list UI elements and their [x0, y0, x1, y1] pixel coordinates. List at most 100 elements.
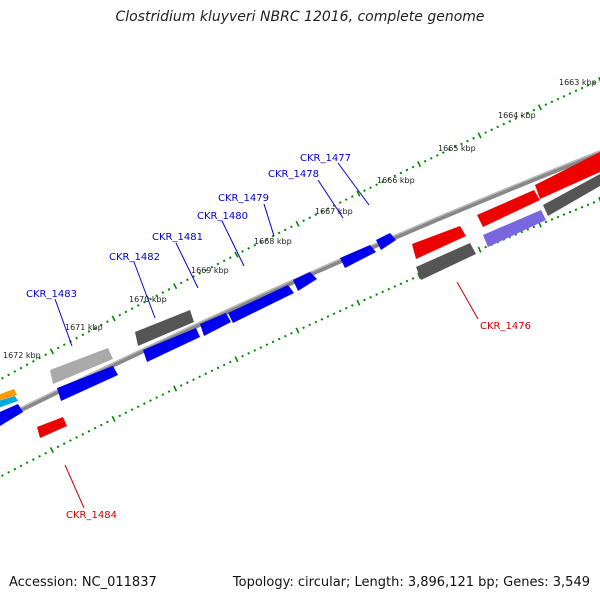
gene-label: CKR_1484: [66, 510, 117, 521]
gene-arrow[interactable]: [0, 404, 23, 426]
scale-minor-tick: [550, 100, 554, 104]
leader-line: [337, 162, 370, 206]
genome-summary-text: Topology: circular; Length: 3,896,121 bp…: [232, 575, 590, 590]
scale-minor-tick: [405, 279, 409, 283]
scale-minor-tick: [32, 458, 35, 461]
scale-minor-tick: [562, 95, 566, 98]
gene-grey[interactable]: [543, 174, 600, 216]
scale-minor-tick: [62, 442, 66, 446]
scale-minor-tick: [387, 177, 391, 181]
scale-minor-tick: [448, 148, 451, 152]
scale-minor-tick: [130, 307, 134, 311]
scale-minor-tick: [496, 125, 500, 129]
scale-major-tick: [417, 272, 422, 279]
scale-minor-tick: [381, 180, 385, 184]
gene-arrow[interactable]: [340, 245, 376, 268]
gene-grey[interactable]: [416, 243, 476, 280]
leader-line: [133, 261, 156, 319]
scale-minor-tick: [381, 290, 385, 294]
scale-major-tick: [295, 220, 300, 227]
kbp-label: 1668 kbp: [254, 237, 292, 246]
gene-cyan[interactable]: [0, 396, 18, 409]
scale-minor-tick: [369, 295, 372, 299]
scale-minor-tick: [143, 402, 146, 405]
scale-major-tick: [537, 104, 542, 111]
scale-minor-tick: [44, 451, 48, 455]
gene-label: CKR_1481: [152, 232, 203, 243]
scale-minor-tick: [326, 315, 330, 318]
leader-line: [456, 281, 479, 320]
kbp-label: 1663 kbp: [559, 78, 597, 87]
map-title: Clostridium kluyveri NBRC 12016, complet…: [115, 9, 485, 25]
scale-minor-tick: [161, 393, 165, 396]
gene-arrow[interactable]: [200, 313, 231, 336]
scale-minor-tick: [423, 159, 427, 163]
gene-label: CKR_1476: [480, 321, 531, 332]
scale-minor-tick: [192, 378, 195, 381]
scale-minor-tick: [592, 81, 596, 85]
scale-minor-tick: [290, 225, 293, 229]
scale-minor-tick: [460, 142, 463, 146]
gene-orange[interactable]: [0, 389, 17, 402]
gene-arrow[interactable]: [412, 226, 466, 259]
gene-label: CKR_1483: [26, 289, 77, 300]
gene-light[interactable]: [50, 348, 113, 384]
scale-minor-tick: [265, 237, 269, 241]
scale-minor-tick: [167, 287, 171, 291]
scale-minor-tick: [13, 467, 17, 471]
scale-minor-tick: [241, 354, 244, 358]
scale-minor-tick: [375, 183, 378, 187]
scale-minor-tick: [210, 369, 214, 373]
scale-minor-tick: [56, 445, 60, 449]
gene-label: CKR_1478: [268, 169, 319, 180]
scale-minor-tick: [332, 312, 336, 316]
scale-minor-tick: [344, 198, 348, 201]
scale-minor-tick: [118, 414, 122, 418]
scale-minor-tick: [247, 351, 250, 355]
scale-minor-tick: [7, 373, 10, 377]
scale-minor-tick: [429, 157, 433, 160]
scale-minor-tick: [332, 204, 336, 207]
scale-minor-tick: [247, 247, 250, 250]
scale-minor-tick: [38, 356, 41, 360]
scale-minor-tick: [344, 306, 348, 310]
gene-arrow[interactable]: [376, 233, 396, 250]
gene-grey[interactable]: [135, 310, 194, 346]
scale-minor-tick: [526, 111, 530, 115]
scale-minor-tick: [259, 346, 263, 349]
scale-minor-tick: [568, 210, 572, 214]
gene-arrow[interactable]: [143, 328, 200, 362]
gene-arrow[interactable]: [228, 285, 294, 323]
scale-minor-tick: [544, 103, 548, 106]
scale-minor-tick: [167, 390, 171, 393]
gene-arrow[interactable]: [57, 366, 118, 401]
gene-arrow[interactable]: [293, 272, 317, 291]
scale-minor-tick: [586, 84, 590, 87]
scale-minor-tick: [484, 245, 487, 249]
scale-minor-tick: [216, 262, 220, 266]
gene-label: CKR_1479: [218, 193, 269, 204]
scale-minor-tick: [99, 323, 103, 327]
scale-minor-tick: [25, 363, 29, 367]
scale-minor-tick: [532, 108, 536, 112]
scale-minor-tick: [19, 464, 23, 468]
gene-purple[interactable]: [483, 210, 546, 247]
gene-arrow[interactable]: [477, 190, 540, 227]
scale-minor-tick: [136, 304, 140, 307]
scale-minor-tick: [204, 372, 208, 376]
gene-arrow[interactable]: [535, 152, 600, 199]
scale-minor-tick: [320, 317, 324, 321]
scale-minor-tick: [586, 203, 590, 207]
gene-arrow[interactable]: [37, 417, 67, 438]
scale-minor-tick: [25, 461, 29, 465]
scale-minor-tick: [556, 215, 560, 219]
leader-line: [221, 220, 245, 267]
scale-minor-tick: [13, 370, 17, 373]
scale-minor-tick: [222, 363, 226, 367]
scale-minor-tick: [399, 282, 403, 286]
scale-minor-tick: [192, 275, 195, 278]
kbp-label: 1664 kbp: [498, 111, 536, 120]
scale-minor-tick: [514, 117, 518, 120]
gene-label: CKR_1480: [197, 211, 248, 222]
scale-minor-tick: [155, 294, 159, 298]
